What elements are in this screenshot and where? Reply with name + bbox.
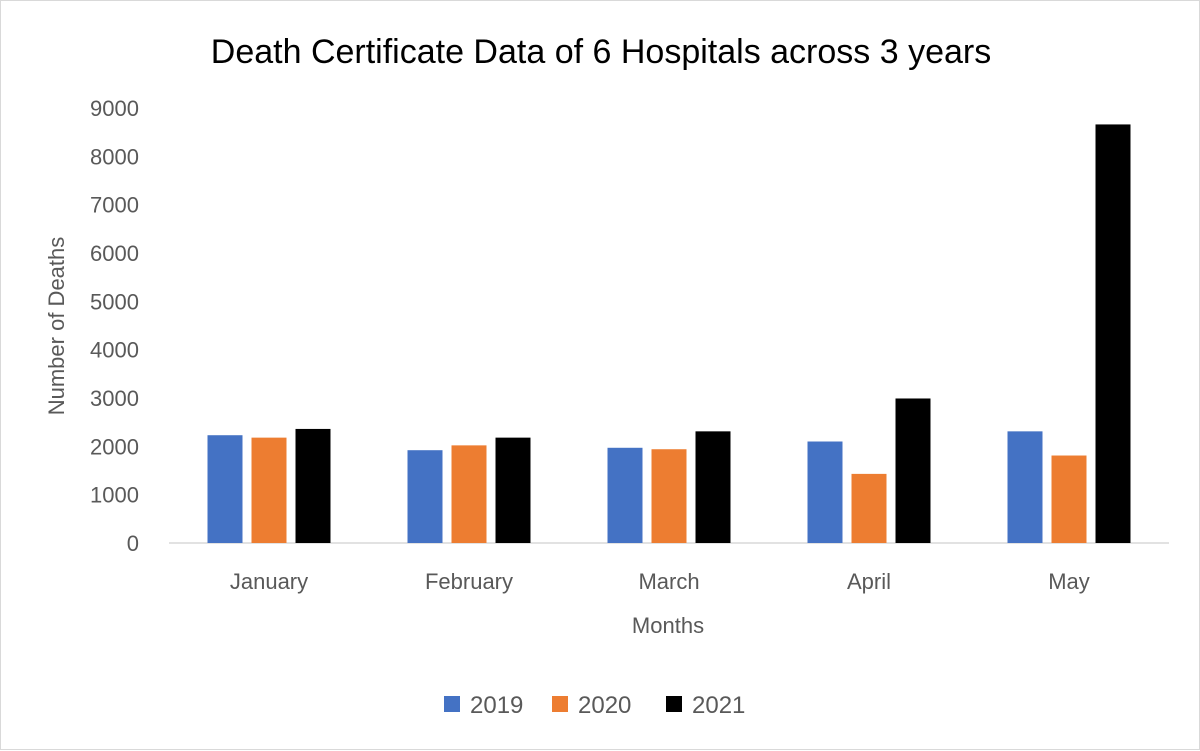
bar-2020-may [1051, 455, 1087, 543]
bar-2020-march [651, 449, 687, 543]
chart-title: Death Certificate Data of 6 Hospitals ac… [211, 33, 991, 71]
x-axis-title: Months [632, 613, 704, 638]
x-tick-label: January [230, 569, 308, 594]
bar-2019-april [807, 441, 843, 543]
bar-2020-april [851, 473, 887, 543]
bar-2019-march [607, 447, 643, 543]
legend-label-2020: 2020 [578, 692, 631, 719]
y-tick-label: 9000 [90, 96, 139, 121]
legend-swatch-2019 [444, 696, 460, 712]
legend: 2019 2020 2021 [444, 692, 745, 719]
bar-2019-may [1007, 431, 1043, 543]
y-tick-label: 1000 [90, 483, 139, 508]
bar-2021-march [695, 431, 731, 543]
bar-2021-april [895, 398, 931, 543]
bar-2019-february [407, 450, 443, 543]
x-axis: January February March April May [230, 569, 1090, 594]
legend-swatch-2021 [666, 696, 682, 712]
bar-2020-february [451, 445, 487, 543]
y-tick-label: 0 [127, 531, 139, 556]
bar-2021-may [1095, 124, 1131, 543]
x-tick-label: February [425, 569, 513, 594]
x-tick-label: May [1048, 569, 1090, 594]
y-axis-title: Number of Deaths [44, 237, 69, 416]
legend-label-2019: 2019 [470, 692, 523, 719]
bar-2019-january [207, 435, 243, 543]
legend-swatch-2020 [552, 696, 568, 712]
y-tick-label: 6000 [90, 241, 139, 266]
x-tick-label: April [847, 569, 891, 594]
legend-label-2021: 2021 [692, 692, 745, 719]
bars [207, 124, 1131, 543]
bar-2020-january [251, 437, 287, 543]
y-tick-label: 7000 [90, 193, 139, 218]
y-axis: 0 1000 2000 3000 4000 5000 6000 7000 8000 9000 [90, 96, 139, 556]
bar-2021-february [495, 437, 531, 543]
y-tick-label: 8000 [90, 144, 139, 169]
y-tick-label: 4000 [90, 338, 139, 363]
x-tick-label: March [638, 569, 699, 594]
bar-2021-january [295, 428, 331, 543]
y-tick-label: 5000 [90, 289, 139, 314]
y-tick-label: 2000 [90, 434, 139, 459]
y-tick-label: 3000 [90, 386, 139, 411]
